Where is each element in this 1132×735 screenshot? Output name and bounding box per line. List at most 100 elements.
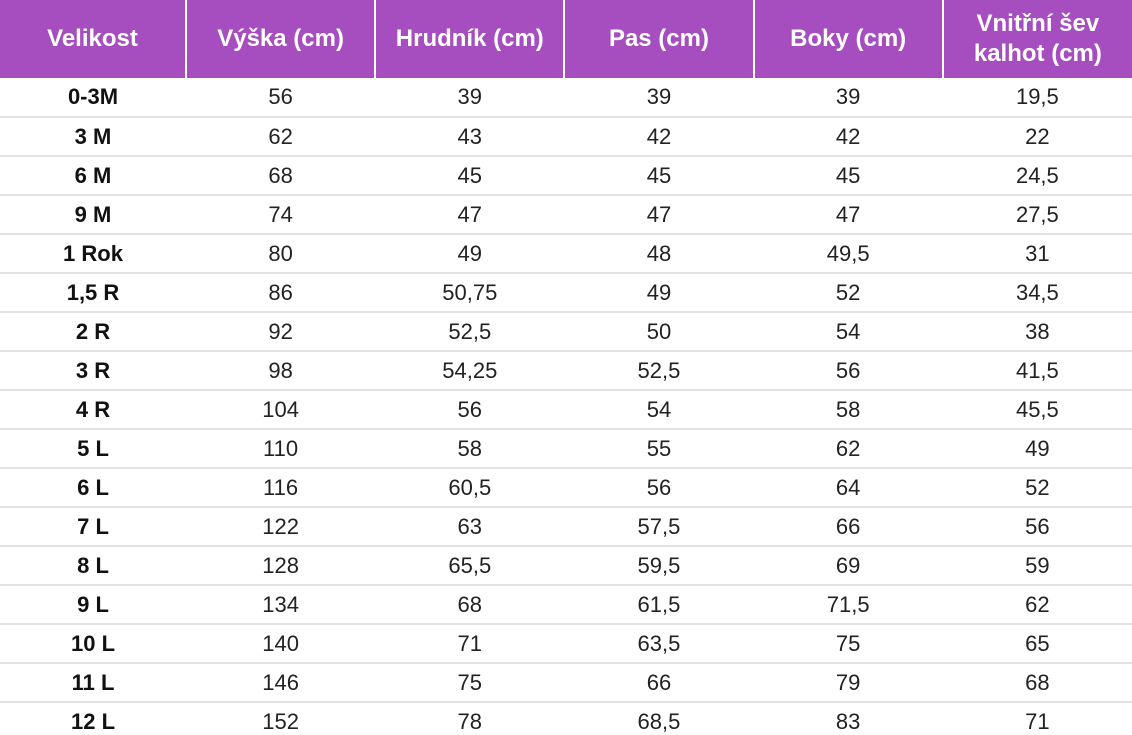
value-cell: 61,5	[564, 585, 754, 625]
value-cell: 98	[186, 351, 376, 391]
value-cell: 31	[942, 234, 1132, 274]
value-cell: 71,5	[753, 585, 943, 625]
size-cell: 9 M	[0, 195, 186, 235]
value-cell: 42	[753, 117, 943, 157]
value-cell: 24,5	[942, 156, 1132, 196]
value-cell: 45,5	[942, 390, 1132, 430]
value-cell: 56	[942, 507, 1132, 547]
value-cell: 22	[942, 117, 1132, 157]
value-cell: 63,5	[564, 624, 754, 664]
size-cell: 10 L	[0, 624, 186, 664]
value-cell: 68	[375, 585, 565, 625]
table-row: 3 M 62 43 42 42 22	[0, 117, 1132, 157]
value-cell: 55	[564, 429, 754, 469]
value-cell: 47	[564, 195, 754, 235]
table-row: 11 L 146 75 66 79 68	[0, 663, 1132, 703]
value-cell: 47	[375, 195, 565, 235]
header-cell: Velikost	[0, 0, 186, 78]
value-cell: 52,5	[564, 351, 754, 391]
table-row: 6 L 116 60,5 56 64 52	[0, 468, 1132, 508]
value-cell: 56	[186, 78, 376, 118]
size-cell: 0-3M	[0, 78, 186, 118]
value-cell: 52,5	[375, 312, 565, 352]
value-cell: 71	[375, 624, 565, 664]
value-cell: 60,5	[375, 468, 565, 508]
value-cell: 66	[564, 663, 754, 703]
value-cell: 66	[753, 507, 943, 547]
header-cell: Pas (cm)	[563, 0, 754, 78]
table-row: 6 M 68 45 45 45 24,5	[0, 156, 1132, 196]
value-cell: 39	[375, 78, 565, 118]
value-cell: 62	[753, 429, 943, 469]
table-row: 7 L 122 63 57,5 66 56	[0, 507, 1132, 547]
size-cell: 7 L	[0, 507, 186, 547]
table-row: 1 Rok 80 49 48 49,5 31	[0, 234, 1132, 274]
table-row: 2 R 92 52,5 50 54 38	[0, 312, 1132, 352]
size-cell: 11 L	[0, 663, 186, 703]
value-cell: 54	[753, 312, 943, 352]
value-cell: 92	[186, 312, 376, 352]
value-cell: 75	[375, 663, 565, 703]
value-cell: 62	[186, 117, 376, 157]
header-row: Velikost Výška (cm) Hrudník (cm) Pas (cm) Bo…	[0, 0, 1132, 78]
value-cell: 49,5	[753, 234, 943, 274]
value-cell: 39	[753, 78, 943, 118]
table-row: 5 L 110 58 55 62 49	[0, 429, 1132, 469]
value-cell: 59,5	[564, 546, 754, 586]
value-cell: 50,75	[375, 273, 565, 313]
value-cell: 38	[942, 312, 1132, 352]
value-cell: 74	[186, 195, 376, 235]
value-cell: 27,5	[942, 195, 1132, 235]
value-cell: 140	[186, 624, 376, 664]
value-cell: 75	[753, 624, 943, 664]
value-cell: 79	[753, 663, 943, 703]
table-header: Velikost Výška (cm) Hrudník (cm) Pas (cm) Bo…	[0, 0, 1132, 78]
value-cell: 52	[753, 273, 943, 313]
table-row: 1,5 R 86 50,75 49 52 34,5	[0, 273, 1132, 313]
value-cell: 39	[564, 78, 754, 118]
value-cell: 58	[375, 429, 565, 469]
value-cell: 34,5	[942, 273, 1132, 313]
value-cell: 47	[753, 195, 943, 235]
size-cell: 2 R	[0, 312, 186, 352]
value-cell: 45	[375, 156, 565, 196]
value-cell: 69	[753, 546, 943, 586]
table-row: 9 L 134 68 61,5 71,5 62	[0, 585, 1132, 625]
size-cell: 3 R	[0, 351, 186, 391]
size-cell: 6 M	[0, 156, 186, 196]
value-cell: 110	[186, 429, 376, 469]
value-cell: 65,5	[375, 546, 565, 586]
value-cell: 152	[186, 702, 376, 735]
value-cell: 64	[753, 468, 943, 508]
value-cell: 54,25	[375, 351, 565, 391]
value-cell: 71	[942, 702, 1132, 735]
value-cell: 59	[942, 546, 1132, 586]
value-cell: 54	[564, 390, 754, 430]
value-cell: 122	[186, 507, 376, 547]
value-cell: 83	[753, 702, 943, 735]
value-cell: 19,5	[942, 78, 1132, 118]
value-cell: 63	[375, 507, 565, 547]
table-row: 4 R 104 56 54 58 45,5	[0, 390, 1132, 430]
table-body: 0-3M 56 39 39 39 19,5 3 M 62 43 42 42 22 6 M 68 45 45 45…	[0, 78, 1132, 735]
table-row: 9 M 74 47 47 47 27,5	[0, 195, 1132, 235]
value-cell: 62	[942, 585, 1132, 625]
value-cell: 78	[375, 702, 565, 735]
size-cell: 5 L	[0, 429, 186, 469]
size-cell: 1,5 R	[0, 273, 186, 313]
value-cell: 45	[753, 156, 943, 196]
value-cell: 86	[186, 273, 376, 313]
size-cell: 3 M	[0, 117, 186, 157]
value-cell: 49	[375, 234, 565, 274]
value-cell: 56	[753, 351, 943, 391]
header-cell: Výška (cm)	[184, 0, 376, 78]
value-cell: 134	[186, 585, 376, 625]
size-cell: 12 L	[0, 702, 186, 735]
value-cell: 68	[942, 663, 1132, 703]
value-cell: 56	[375, 390, 565, 430]
value-cell: 48	[564, 234, 754, 274]
value-cell: 52	[942, 468, 1132, 508]
size-cell: 1 Rok	[0, 234, 186, 274]
value-cell: 116	[186, 468, 376, 508]
